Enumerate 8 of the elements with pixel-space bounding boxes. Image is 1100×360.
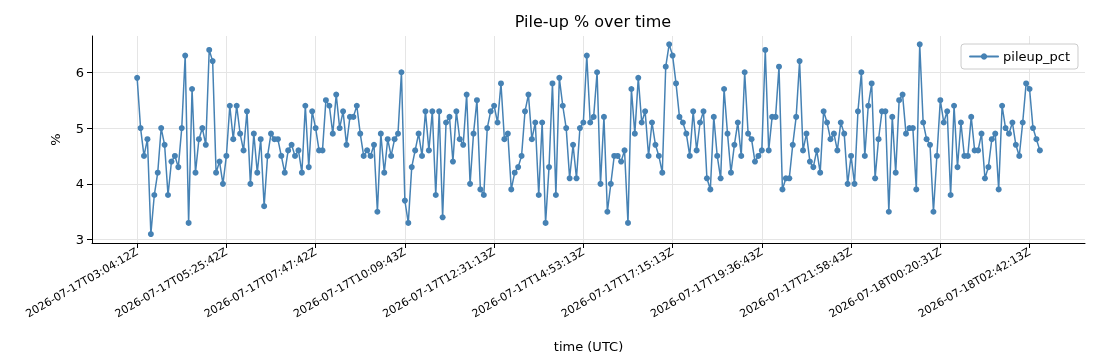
y-tick-label: 3 xyxy=(75,232,84,248)
chart-title: Pile-up % over time xyxy=(514,11,672,31)
legend-label: pileup_pct xyxy=(1003,49,1071,64)
y-axis-title: % xyxy=(48,133,63,146)
y-tick-label: 4 xyxy=(75,176,84,192)
y-tick-label: 6 xyxy=(75,64,84,80)
y-tick-label: 5 xyxy=(75,120,84,136)
x-axis-title: time (UTC) xyxy=(553,339,624,354)
